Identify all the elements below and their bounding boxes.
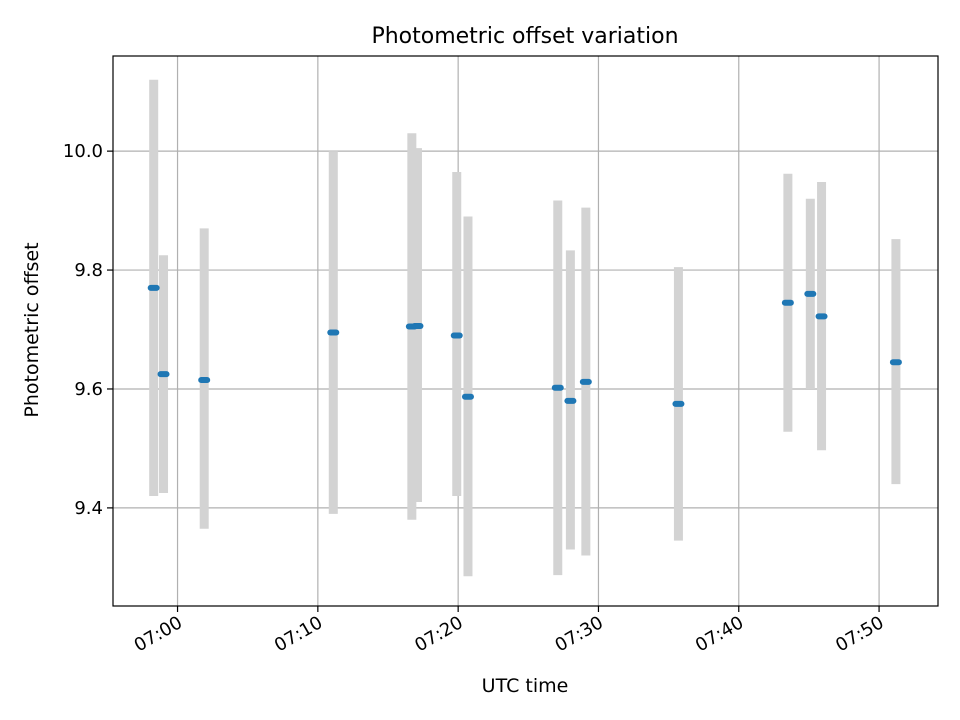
data-point (147, 284, 160, 291)
data-point (327, 329, 340, 336)
y-tick-label: 9.4 (74, 498, 103, 519)
data-point (198, 377, 211, 384)
data-point (781, 299, 794, 306)
data-point (450, 332, 463, 339)
data-point (804, 290, 817, 297)
data-point (564, 397, 577, 404)
data-point (579, 378, 592, 385)
x-axis-label: UTC time (482, 675, 569, 697)
data-point (889, 359, 902, 366)
data-point (551, 384, 564, 391)
y-axis-ticks: 9.4 9.6 9.8 10.0 (63, 141, 113, 519)
data-point (672, 400, 685, 407)
grid (113, 56, 938, 606)
data-point (411, 322, 424, 329)
y-tick-label: 9.8 (74, 260, 103, 281)
y-axis-label: Photometric offset (21, 242, 43, 417)
chart-title: Photometric offset variation (371, 24, 678, 49)
data-point (461, 393, 474, 400)
data-points (147, 284, 902, 407)
data-point (815, 313, 828, 320)
data-point (157, 371, 170, 378)
plot-frame (112, 55, 939, 607)
y-tick-label: 9.6 (74, 379, 103, 400)
y-tick-label: 10.0 (63, 141, 103, 162)
